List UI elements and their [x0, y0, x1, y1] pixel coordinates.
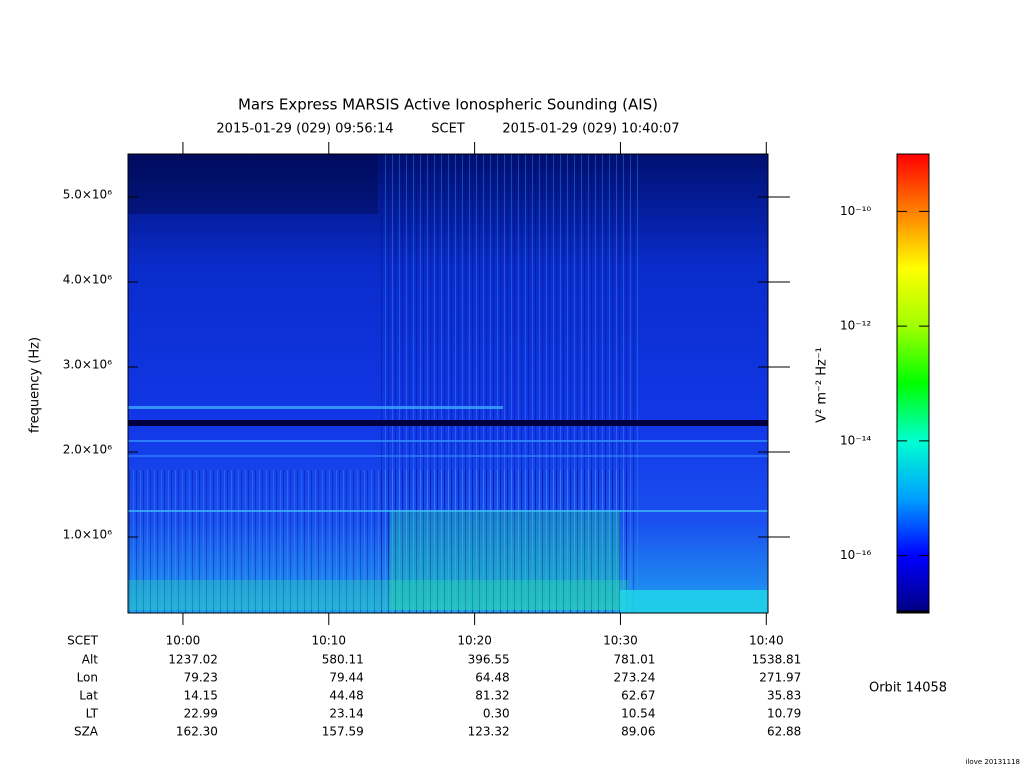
ephemeris-value: 10.79	[767, 707, 801, 721]
spectrogram-image	[128, 154, 768, 613]
ephemeris-value: 35.83	[767, 689, 801, 703]
ephemeris-value: 79.23	[184, 671, 218, 685]
ephemeris-value: 44.48	[329, 689, 363, 703]
ephemeris-value: 81.32	[475, 689, 509, 703]
colorbar-tick-label: 10⁻¹⁶	[840, 548, 871, 562]
colorbar-tick-label: 10⁻¹⁴	[840, 433, 871, 447]
ephemeris-label: SCET	[67, 634, 99, 648]
chart-title: Mars Express MARSIS Active Ionospheric S…	[238, 96, 658, 114]
ephemeris-value: 62.67	[621, 689, 655, 703]
ephemeris-value: 62.88	[767, 725, 801, 739]
ephemeris-value: 273.24	[613, 671, 655, 685]
colorbar-label: V² m⁻² Hz⁻¹	[815, 347, 830, 423]
time-system: SCET	[431, 122, 465, 137]
ephemeris-value: 22.99	[184, 707, 218, 721]
ephemeris-value: 1237.02	[168, 653, 218, 667]
ephemeris-value: 271.97	[759, 671, 801, 685]
plot-frame	[127, 153, 769, 614]
x-tick-label: 10:00	[166, 634, 201, 648]
ephemeris-label: Lon	[77, 671, 98, 685]
ephemeris-label: SZA	[74, 725, 99, 739]
ephemeris-value: 23.14	[329, 707, 363, 721]
footer: ilove 20131118	[966, 758, 1020, 766]
ephemeris-value: 781.01	[613, 653, 655, 667]
ephemeris-value: 157.59	[322, 725, 364, 739]
y-tick-label: 1.0×10⁶	[63, 528, 112, 542]
ephemeris-value: 89.06	[621, 725, 655, 739]
x-tick-label: 10:10	[311, 634, 346, 648]
ephemeris-label: LT	[86, 707, 99, 721]
x-tick-label: 10:30	[603, 634, 638, 648]
ephemeris-value: 580.11	[322, 653, 364, 667]
end-time: 2015-01-29 (029) 10:40:07	[502, 122, 679, 137]
y-tick-label: 3.0×10⁶	[63, 358, 112, 372]
ephemeris-value: 1538.81	[752, 653, 802, 667]
ephemeris-label: Lat	[79, 689, 98, 703]
ephemeris-value: 0.30	[483, 707, 510, 721]
colorbar-tick-label: 10⁻¹⁰	[840, 204, 871, 218]
ephemeris-value: 123.32	[468, 725, 510, 739]
ephemeris-value: 162.30	[176, 725, 218, 739]
y-tick-label: 4.0×10⁶	[63, 273, 112, 287]
colorbar-tick-label: 10⁻¹²	[840, 319, 871, 333]
y-tick-label: 2.0×10⁶	[63, 443, 112, 457]
orbit-label: Orbit 14058	[869, 681, 947, 696]
x-tick-label: 10:40	[749, 634, 784, 648]
start-time: 2015-01-29 (029) 09:56:14	[216, 122, 393, 137]
ephemeris-label: Alt	[82, 653, 99, 667]
ephemeris-value: 79.44	[329, 671, 363, 685]
colorbar	[896, 153, 930, 614]
ephemeris-value: 14.15	[184, 689, 218, 703]
y-axis-label: frequency (Hz)	[28, 337, 43, 433]
x-tick-label: 10:20	[457, 634, 492, 648]
y-tick-label: 5.0×10⁶	[63, 188, 112, 202]
ephemeris-value: 396.55	[468, 653, 510, 667]
ephemeris-value: 10.54	[621, 707, 655, 721]
ephemeris-value: 64.48	[475, 671, 509, 685]
